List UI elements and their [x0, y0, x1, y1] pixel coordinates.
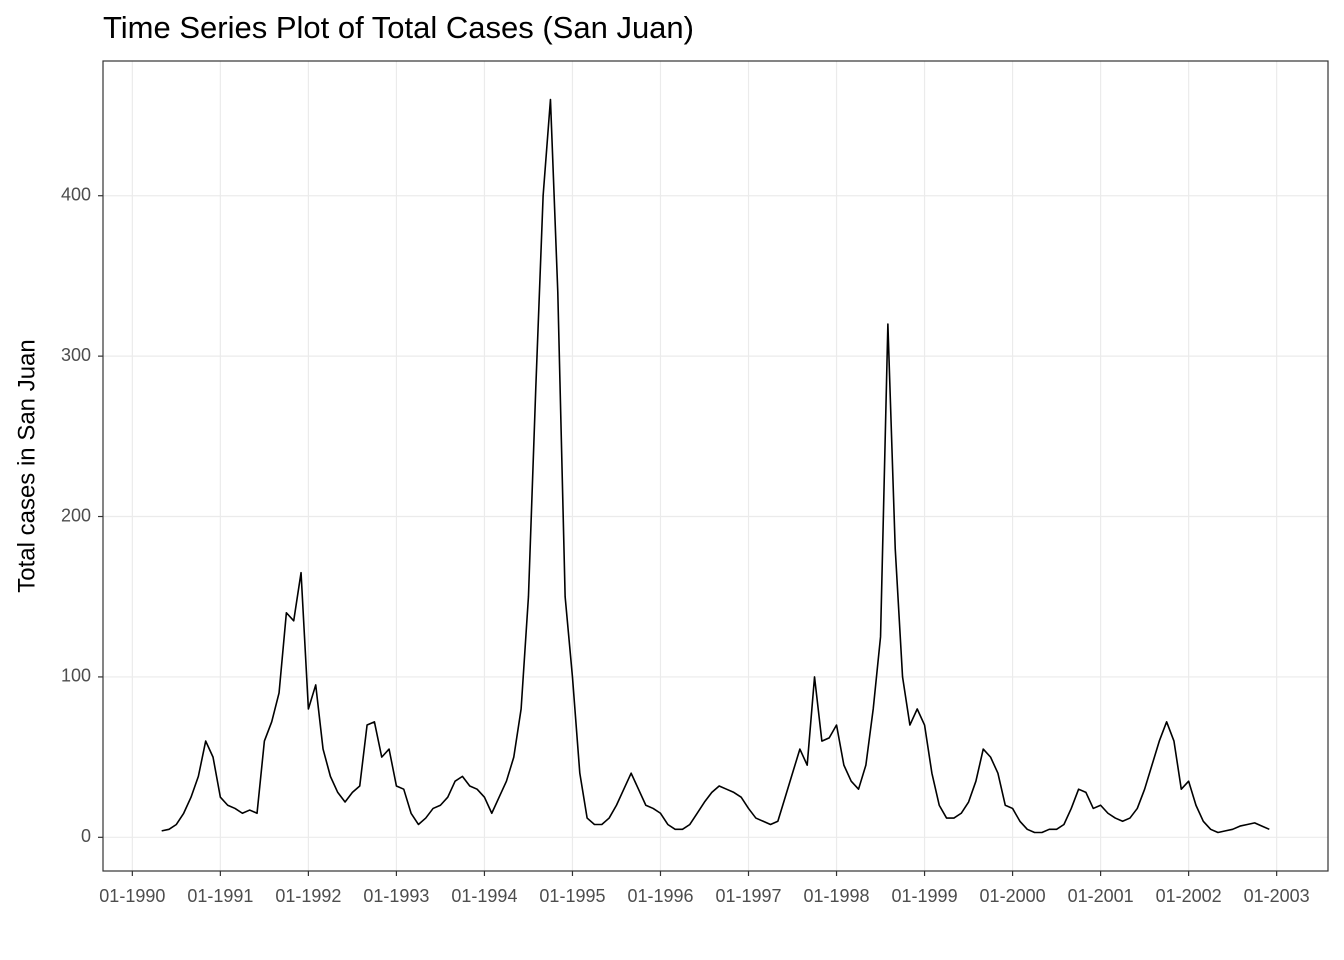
x-tick-label: 01-1997 — [715, 886, 781, 906]
x-tick-label: 01-2001 — [1068, 886, 1134, 906]
x-tick-label: 01-1998 — [804, 886, 870, 906]
x-tick-label: 01-1993 — [363, 886, 429, 906]
x-tick-label: 01-2002 — [1156, 886, 1222, 906]
plot-border — [102, 60, 1329, 872]
y-tick-label: 200 — [61, 505, 91, 525]
x-tick-label: 01-1995 — [539, 886, 605, 906]
x-tick-label: 01-1990 — [99, 886, 165, 906]
x-tick-label: 01-1991 — [187, 886, 253, 906]
x-tick-label: 01-1999 — [892, 886, 958, 906]
y-axis-title: Total cases in San Juan — [13, 339, 40, 593]
x-tick-label: 01-2000 — [980, 886, 1046, 906]
y-tick-label: 0 — [81, 826, 91, 846]
x-tick-label: 01-1996 — [627, 886, 693, 906]
chart-title: Time Series Plot of Total Cases (San Jua… — [103, 10, 694, 45]
data-line — [161, 98, 1270, 834]
y-tick-label: 400 — [61, 184, 91, 204]
x-tick-label: 01-1994 — [451, 886, 517, 906]
y-tick-label: 300 — [61, 345, 91, 365]
y-tick-label: 100 — [61, 666, 91, 686]
x-tick-label: 01-2003 — [1244, 886, 1310, 906]
x-tick-label: 01-1992 — [275, 886, 341, 906]
